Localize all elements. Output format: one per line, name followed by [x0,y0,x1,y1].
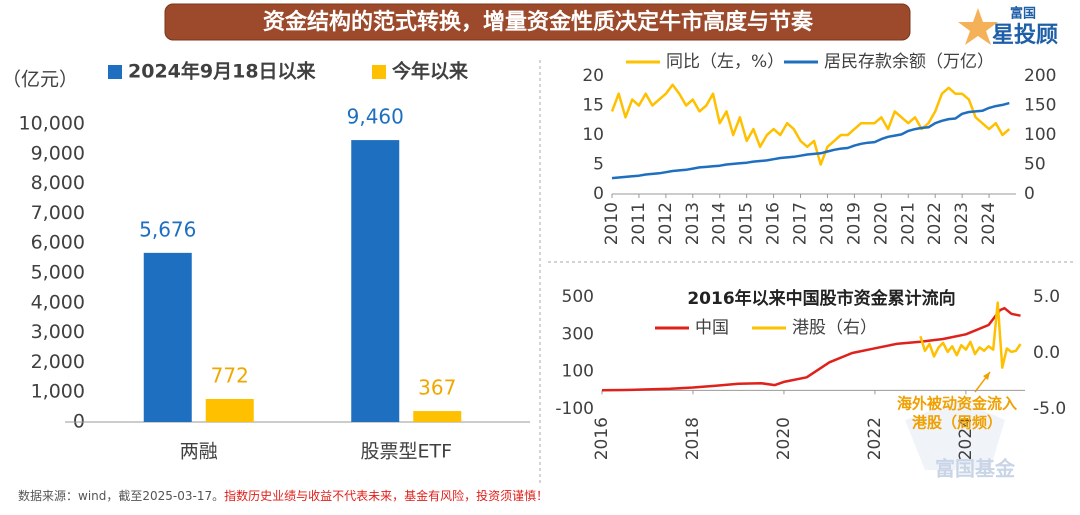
y-tick-label: 20 [582,66,604,86]
x-tick-label: 2014 [710,202,730,245]
x-tick-label: 2020 [774,417,794,460]
footer: 数据来源：wind，截至2025-03-17。指数历史业绩与收益不代表未来，基金… [18,488,548,503]
title-banner [164,3,911,41]
y-tick-label: 6,000 [31,232,85,254]
x-tick-label: 2018 [683,417,703,460]
y2-tick-label: 100 [1024,125,1056,145]
watermark-shape [905,400,1005,470]
y-tick-label: 100 [562,362,594,382]
y-tick-label: 2,000 [31,351,85,373]
y2-tick-label: 0.0 [1033,343,1060,363]
logo-main: 星投顾 [992,23,1058,48]
x-tick-label: 2012 [656,202,676,245]
legend-label: 中国 [695,318,729,338]
y-tick-label: -100 [555,399,594,419]
x-tick-label: 2024 [979,202,999,245]
footer-disclaimer: 指数历史业绩与收益不代表未来，基金有风险，投资须谨慎！ [224,488,548,503]
x-tick-label: 2021 [898,202,918,245]
series-line [601,306,1021,392]
annotation: 港股（周频） [912,414,1002,432]
x-tick-label: 2010 [602,202,622,245]
footer-source: 数据来源：wind，截至2025-03-17。 [18,488,224,503]
page-title: 资金结构的范式转换，增量资金性质决定牛市高度与节奏 [263,9,814,35]
y-tick-label: 4,000 [31,291,85,313]
logo-star [958,8,998,45]
x-tick-label: 2024 [956,417,976,460]
y-tick-label: 7,000 [31,202,85,224]
y-tick-label: 10,000 [19,113,85,135]
legend-label: 2024年9月18日以来 [128,60,316,83]
x-tick-label: 2017 [791,202,811,245]
x-tick-label: 2019 [844,202,864,245]
logo-small: 富国 [1010,6,1036,22]
watermark: 富国基金 [935,457,1016,481]
y-tick-label: 500 [562,287,594,307]
legend-label: 今年以来 [391,60,468,83]
x-tick-label: 2020 [871,202,891,245]
x-tick-label: 股票型ETF [360,441,452,463]
value-label: 367 [418,376,456,400]
y2-tick-label: 0 [1024,184,1035,204]
value-label: 9,460 [347,105,404,129]
y-tick-label: 5 [593,155,604,175]
y-tick-label: 3,000 [31,321,85,343]
x-tick-label: 2016 [592,417,612,460]
bar [351,140,400,423]
y2-tick-label: 5.0 [1033,287,1060,307]
y-tick-label: 1,000 [31,381,85,403]
value-label: 772 [211,363,249,387]
chart-title: 2016年以来中国股市资金累计流向 [687,288,955,309]
legend-swatch [108,65,122,79]
value-label: 5,676 [139,217,196,241]
x-tick-label: 2011 [629,202,649,245]
legend-swatch [372,65,386,79]
y2-tick-label: 50 [1024,155,1046,175]
y-tick-label: 15 [582,96,604,116]
bar [143,252,192,422]
y-tick-label: 9,000 [31,142,85,164]
y2-tick-label: -5.0 [1033,399,1066,419]
x-tick-label: 2022 [865,417,885,460]
y2-tick-label: 150 [1024,96,1056,116]
x-tick-label: 2018 [817,202,837,245]
y-axis-label: （亿元） [2,69,78,91]
x-tick-label: 2016 [764,202,784,245]
y-tick-label: 8,000 [31,172,85,194]
annotation: 海外被动资金流入 [897,395,1017,413]
y-tick-label: 5,000 [31,262,85,284]
bar [205,398,254,422]
annotation-arrowhead [983,372,990,380]
series-line [611,101,1010,180]
y-tick-label: 300 [562,324,594,344]
legend-label: 港股（右） [792,318,877,338]
legend-label: 同比（左，%） [666,52,784,72]
x-tick-label: 2022 [925,202,945,245]
x-tick-label: 2013 [683,202,703,245]
bar [413,411,462,422]
x-tick-label: 两融 [180,441,218,463]
y-tick-label: 0 [593,184,604,204]
series-line [610,83,1011,166]
x-tick-label: 2023 [952,202,972,245]
y-tick-label: 10 [582,125,604,145]
y2-tick-label: 200 [1024,66,1056,86]
x-tick-label: 2015 [737,202,757,245]
series-line [919,301,1022,369]
legend-label: 居民存款余额（万亿） [824,52,994,72]
